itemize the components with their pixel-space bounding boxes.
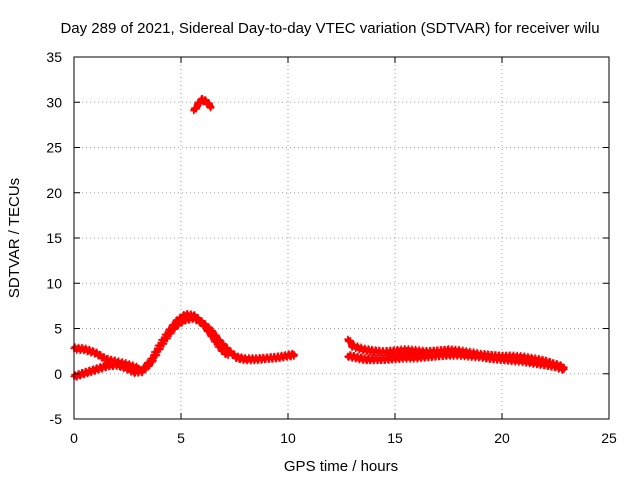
- data-point-markers: [70, 313, 298, 381]
- y-tick-label: 5: [54, 321, 62, 337]
- data-point-markers: [344, 349, 568, 374]
- series-track-2: [70, 313, 298, 381]
- x-tick-label: 20: [494, 430, 510, 446]
- y-tick-label: 15: [46, 230, 62, 246]
- data-points: [70, 95, 568, 381]
- data-point-markers: [139, 310, 232, 375]
- y-tick-label: 10: [46, 275, 62, 291]
- x-tick-label: 5: [177, 430, 185, 446]
- x-tick-label: 25: [601, 430, 617, 446]
- x-tick-label: 0: [70, 430, 78, 446]
- x-axis-label: GPS time / hours: [284, 458, 398, 475]
- y-tick-label: 0: [54, 366, 62, 382]
- series-track-6: [344, 349, 568, 374]
- y-tick-label: 35: [46, 49, 62, 65]
- y-tick-label: 30: [46, 94, 62, 110]
- x-tick-label: 10: [280, 430, 296, 446]
- chart-title: Day 289 of 2021, Sidereal Day-to-day VTE…: [60, 20, 599, 37]
- x-axis-ticks: 0 5 10 15 20 25: [70, 57, 617, 446]
- data-point-markers: [190, 95, 215, 115]
- x-tick-label: 15: [387, 430, 403, 446]
- y-tick-label: 20: [46, 185, 62, 201]
- y-axis-label: SDTVAR / TECUs: [6, 178, 23, 298]
- y-tick-label: 25: [46, 140, 62, 156]
- grid-lines: [74, 57, 609, 419]
- y-axis-ticks: -5 0 5 10 15 20 25 30 35: [46, 49, 609, 427]
- y-tick-label: -5: [50, 411, 63, 427]
- series-track-4: [190, 95, 215, 115]
- series-track-3: [139, 310, 232, 375]
